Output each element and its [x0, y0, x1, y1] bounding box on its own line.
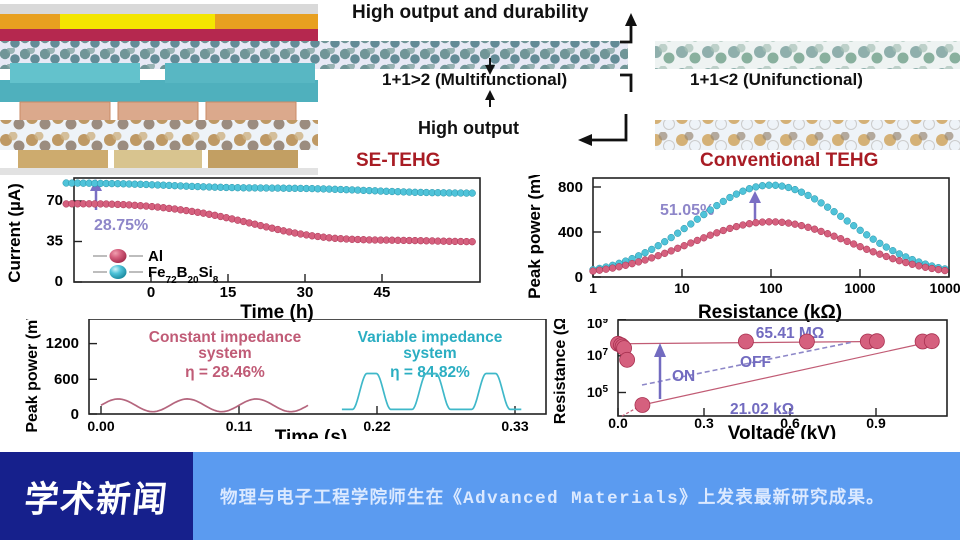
- svg-text:Resistance (Ω): Resistance (Ω): [552, 319, 569, 424]
- svg-text:0: 0: [575, 269, 583, 286]
- svg-text:0.9: 0.9: [866, 415, 886, 431]
- svg-text:0.0: 0.0: [608, 415, 628, 431]
- svg-text:Peak power (mW): Peak power (mW): [525, 175, 544, 299]
- svg-text:10: 10: [674, 280, 690, 296]
- svg-text:105: 105: [587, 384, 609, 401]
- svg-text:21.02 kΩ: 21.02 kΩ: [730, 401, 794, 418]
- svg-text:0.3: 0.3: [694, 415, 714, 431]
- svg-text:800: 800: [558, 179, 583, 196]
- svg-text:OFF: OFF: [740, 354, 771, 371]
- svg-text:107: 107: [587, 347, 609, 364]
- svg-text:1: 1: [589, 280, 597, 296]
- svg-text:10000: 10000: [930, 280, 960, 296]
- svg-text:100: 100: [759, 280, 783, 296]
- svg-text:109: 109: [587, 319, 609, 331]
- svg-text:1000: 1000: [844, 280, 875, 296]
- svg-text:400: 400: [558, 224, 583, 241]
- svg-text:ON: ON: [672, 368, 695, 385]
- svg-text:Voltage (kV): Voltage (kV): [728, 423, 836, 439]
